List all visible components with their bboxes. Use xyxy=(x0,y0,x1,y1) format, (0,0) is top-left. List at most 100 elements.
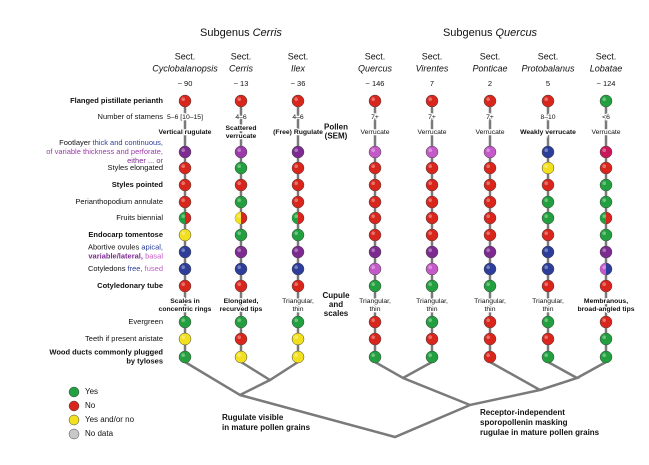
state-dot xyxy=(291,178,305,192)
state-dot xyxy=(234,245,248,259)
label-segment: variable/lateral, xyxy=(88,251,143,260)
state-dot xyxy=(291,245,305,259)
section-count: 7 xyxy=(430,79,434,88)
cell-text: Triangular, xyxy=(416,298,448,305)
state-dot-shine xyxy=(602,353,606,358)
state-dot xyxy=(599,178,613,192)
state-dot-shine xyxy=(371,335,376,340)
state-dot-shine xyxy=(181,335,185,340)
side-label: Cupule xyxy=(322,291,350,300)
state-dot-shine xyxy=(237,148,241,152)
tree-label: Receptor-independent xyxy=(480,408,565,417)
state-dot xyxy=(425,161,439,175)
state-dot-shine xyxy=(602,198,606,202)
state-dot-shine xyxy=(486,248,491,252)
tree-label: rugulae in mature pollen grains xyxy=(480,428,600,437)
state-dot xyxy=(291,195,305,209)
state-dot-shine xyxy=(371,148,376,152)
state-dot xyxy=(368,145,382,159)
section-count: 2 xyxy=(488,79,492,88)
state-dot xyxy=(425,211,439,225)
state-dot-shine xyxy=(428,335,433,340)
state-dot-shine xyxy=(486,282,491,287)
state-dot-shine xyxy=(237,198,241,202)
state-dot xyxy=(178,94,192,108)
state-dot xyxy=(291,262,305,276)
section-prefix: Sect. xyxy=(422,51,443,61)
cell-text: Elongated, xyxy=(224,298,259,305)
state-dot-half xyxy=(179,212,185,224)
row-label: Cotyledonary tube xyxy=(97,281,163,290)
cell-text: Triangular, xyxy=(474,298,506,305)
state-dot xyxy=(483,195,497,209)
state-dot xyxy=(368,279,382,293)
state-dot xyxy=(178,245,192,259)
state-dot xyxy=(178,262,192,276)
state-dot-shine xyxy=(544,231,548,235)
state-dot-shine xyxy=(181,148,185,152)
state-dot-shine xyxy=(486,164,491,168)
subgenus-name: Quercus xyxy=(495,27,537,39)
state-dot-half xyxy=(292,212,298,224)
state-dot-shine xyxy=(294,231,299,235)
row-label: either ... or xyxy=(127,156,163,165)
state-dot xyxy=(234,161,248,175)
state-dot-shine xyxy=(602,164,606,168)
row-label: Cotyledons free, fused xyxy=(88,264,163,273)
state-dot xyxy=(483,245,497,259)
state-dot-shine xyxy=(602,214,606,218)
state-dot-shine xyxy=(544,353,548,358)
state-dot xyxy=(425,315,439,329)
state-dot-shine xyxy=(544,97,548,101)
state-dot-shine xyxy=(602,248,606,252)
state-dot-shine xyxy=(371,265,376,270)
state-dot xyxy=(368,315,382,329)
label-segment: Evergreen xyxy=(128,317,163,326)
state-dot xyxy=(599,332,613,346)
state-dot xyxy=(425,332,439,346)
state-dot-shine xyxy=(181,214,185,218)
state-dot xyxy=(483,211,497,225)
cell-text: 7+ xyxy=(428,114,436,121)
section-name: Ponticae xyxy=(472,63,507,73)
label-segment: Number of stamens xyxy=(98,112,164,121)
label-segment: Abortive ovules xyxy=(88,242,141,251)
state-dot xyxy=(291,332,305,346)
state-dot-shine xyxy=(181,248,185,252)
subgenus-prefix: Subgenus xyxy=(443,27,493,39)
state-dot-shine xyxy=(237,282,241,287)
tree-label: sporopollenin masking xyxy=(480,418,568,427)
cell-text: thin xyxy=(543,306,554,313)
state-dot-shine xyxy=(602,335,606,340)
section-prefix: Sect. xyxy=(231,51,252,61)
state-dot-half xyxy=(600,212,606,224)
row-label: of variable thickness and perforate, xyxy=(46,147,163,156)
row-label: Wood ducts commonly plugged xyxy=(49,347,163,356)
state-dot xyxy=(291,94,305,108)
section-prefix: Sect. xyxy=(596,51,617,61)
label-segment: apical, xyxy=(141,242,163,251)
row-label: Teeth if present aristate xyxy=(85,334,163,343)
row-label: Endocarp tomentose xyxy=(88,230,163,239)
state-dot xyxy=(368,161,382,175)
side-label: scales xyxy=(324,309,349,318)
state-dot-shine xyxy=(294,148,299,152)
cell-text: Scattered xyxy=(226,125,257,132)
state-dot xyxy=(425,262,439,276)
state-dot-shine xyxy=(602,231,606,235)
cell-text: 7+ xyxy=(371,114,379,121)
state-dot xyxy=(178,350,192,364)
state-dot-shine xyxy=(428,231,433,235)
state-dot xyxy=(291,228,305,242)
state-dot-shine xyxy=(602,181,606,185)
section-name: Quercus xyxy=(358,63,393,73)
state-dot-shine xyxy=(371,353,376,358)
state-dot-shine xyxy=(544,265,548,270)
state-dot xyxy=(234,94,248,108)
label-segment: Fruits biennial xyxy=(116,213,163,222)
state-dot xyxy=(178,315,192,329)
cell-text: Verrucate xyxy=(360,129,389,136)
cell-text: 4–6 xyxy=(292,114,304,121)
label-segment: Flanged pistillate perianth xyxy=(70,96,163,105)
tree-branches xyxy=(183,360,608,439)
